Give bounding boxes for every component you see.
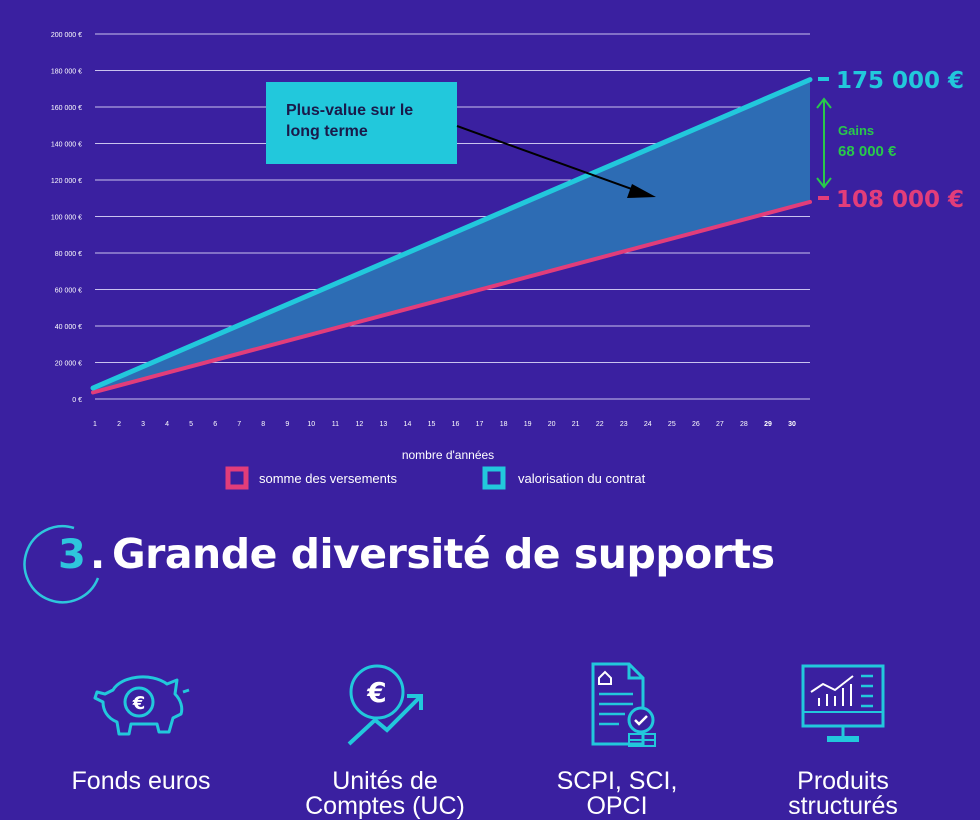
annotation-box: [266, 82, 457, 164]
gains-arrowhead-down: [816, 177, 832, 189]
x-tick-label: 30: [788, 421, 796, 428]
x-tick-label: 15: [428, 421, 436, 428]
end-label-bottom: 108 000 €: [836, 187, 964, 213]
x-tick-label: 3: [141, 421, 145, 428]
legend-label-valorisation: valorisation du contrat: [518, 471, 646, 486]
annotation-arrowhead: [627, 184, 656, 198]
x-tick-label: 6: [213, 421, 217, 428]
x-tick-label: 28: [740, 421, 748, 428]
section-number-circle: [23, 525, 100, 604]
x-tick-label: 9: [285, 421, 289, 428]
x-tick-label: 2: [117, 421, 121, 428]
section-title: Grande diversité de supports: [112, 530, 775, 578]
gains-arrowhead-up: [816, 97, 832, 109]
x-tick-label: 23: [620, 421, 628, 428]
x-tick-label: 8: [261, 421, 265, 428]
y-axis-ticks: 0 € 20 000 € 40 000 € 60 000 € 80 000 € 100 0…: [51, 32, 82, 404]
svg-text:€: €: [132, 693, 146, 714]
x-axis-title: nombre d'années: [402, 448, 494, 462]
x-tick-label: 22: [596, 421, 604, 428]
x-tick-label: 1: [93, 421, 97, 428]
y-tick-label: 100 000 €: [51, 215, 82, 222]
x-tick-label: 17: [476, 421, 484, 428]
legend-swatch-valorisation: [482, 466, 506, 490]
y-tick-label: 20 000 €: [55, 361, 82, 368]
x-tick-label: 4: [165, 421, 169, 428]
x-tick-label: 16: [452, 421, 460, 428]
piggy-bank-icon: €: [93, 675, 190, 736]
x-tick-label: 11: [332, 421, 339, 428]
legend-swatch-versements: [225, 466, 249, 490]
gains-value: 68 000 €: [838, 143, 897, 160]
x-tick-label: 18: [500, 421, 508, 428]
end-label-top: 175 000 €: [836, 68, 964, 94]
svg-text:€: €: [366, 676, 386, 709]
section-number: 3: [58, 532, 86, 578]
y-tick-label: 80 000 €: [55, 251, 82, 258]
x-axis-ticks: 1 2 3 4 5 6 7 8 9 10 11 12 13 14 15 16 17 18 19 20 21 22 23 24 2…: [93, 421, 796, 428]
gains-title: Gains: [838, 123, 874, 138]
y-tick-label: 60 000 €: [55, 288, 82, 295]
y-tick-label: 40 000 €: [55, 324, 82, 331]
support-scpi: SCPI, SCI, OPCI: [512, 660, 722, 819]
support-label: SCPI, SCI, OPCI: [556, 767, 678, 820]
x-tick-label: 26: [692, 421, 700, 428]
support-fonds-euros: € Fonds euros: [36, 660, 246, 794]
growth-chart: 0 € 20 000 € 40 000 € 60 000 € 80 000 € 100 0…: [51, 32, 964, 490]
x-tick-label: 25: [668, 421, 676, 428]
x-tick-label: 12: [355, 421, 363, 428]
annotation-arrow: [456, 125, 641, 193]
section-number-dot: .: [90, 532, 106, 578]
x-tick-label: 19: [524, 421, 532, 428]
y-tick-label: 120 000 €: [51, 178, 82, 185]
y-tick-label: 140 000 €: [51, 142, 82, 149]
y-tick-label: 160 000 €: [51, 105, 82, 112]
series-line-versements: [91, 199, 812, 395]
document-check-icon: [591, 662, 656, 747]
x-tick-label: 20: [548, 421, 556, 428]
y-tick-label: 180 000 €: [51, 69, 82, 76]
x-tick-label: 21: [572, 421, 580, 428]
x-tick-label: 27: [716, 421, 724, 428]
x-tick-label: 10: [307, 421, 315, 428]
annotation-text: Plus-value sur le long terme: [286, 102, 418, 140]
euro-growth-icon: €: [347, 664, 423, 746]
legend-label-versements: somme des versements: [259, 471, 397, 486]
y-tick-label: 0 €: [72, 397, 82, 404]
x-tick-label: 14: [404, 421, 412, 428]
support-label: Produits structurés: [788, 767, 898, 820]
support-label: Unités de Comptes (UC): [305, 767, 465, 820]
support-label: Fonds euros: [71, 767, 211, 795]
support-produits-structures: Produits structurés: [738, 660, 948, 819]
x-tick-label: 13: [380, 421, 388, 428]
monitor-chart-icon: [801, 664, 885, 742]
x-tick-label: 7: [237, 421, 241, 428]
x-tick-label: 24: [644, 421, 652, 428]
support-unites-comptes: € Unités de Comptes (UC): [280, 660, 490, 819]
y-tick-label: 200 000 €: [51, 32, 82, 39]
x-tick-label: 29: [764, 421, 772, 428]
series-line-valorisation: [90, 77, 813, 391]
x-tick-label: 5: [189, 421, 193, 428]
